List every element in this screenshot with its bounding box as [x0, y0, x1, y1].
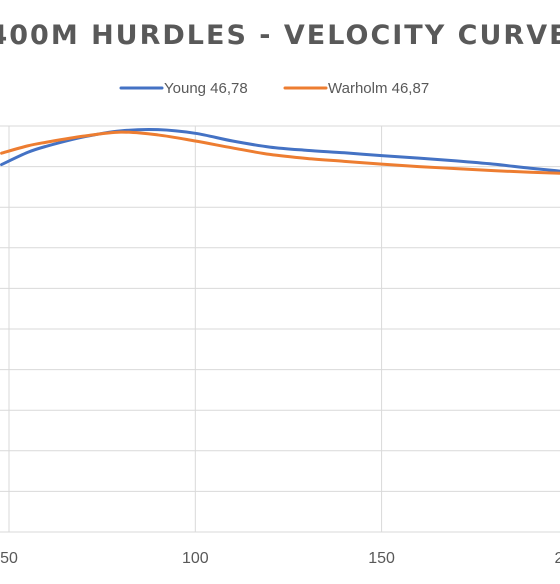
legend-label-young: Young 46,78 — [164, 80, 248, 97]
x-axis-ticks: 50100150200250300350 — [0, 550, 560, 567]
gridlines — [0, 125, 560, 533]
legend-label-warholm: Warholm 46,87 — [328, 80, 429, 97]
chart-title: 400M HURDLES - VELOCITY CURVE — [0, 20, 560, 51]
x-tick-label: 50 — [0, 550, 18, 567]
x-tick-label: 150 — [368, 550, 395, 567]
x-tick-label: 100 — [182, 550, 209, 567]
chart-legend: Young 46,78 Warholm 46,87 — [119, 80, 429, 97]
series-line-young — [0, 128, 560, 173]
series-line-warholm — [0, 130, 560, 175]
series-lines — [0, 128, 560, 175]
x-tick-label: 200 — [555, 550, 560, 567]
